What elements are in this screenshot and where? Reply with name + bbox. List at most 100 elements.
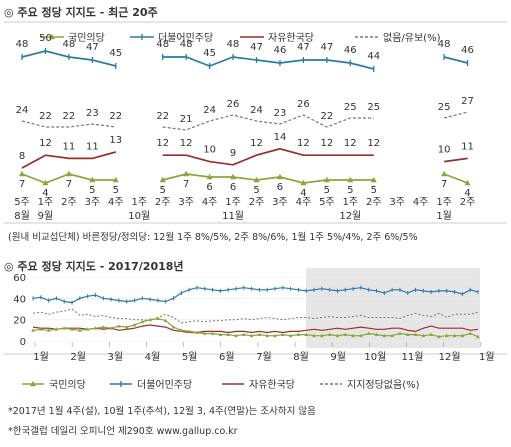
month-label-6: 7월 (256, 351, 272, 363)
data-label-liberty-1: 12 (39, 138, 52, 149)
month-label-9: 10월 (364, 351, 386, 363)
y-tick-20: 20 (13, 316, 26, 327)
point-kookmin-52 (437, 334, 441, 339)
data-label-none-0: 24 (16, 105, 29, 116)
data-label-minju-14: 46 (344, 45, 357, 56)
data-label-liberty-3: 11 (86, 141, 99, 152)
data-label-minju-10: 47 (250, 42, 263, 53)
point-kookmin-10 (109, 326, 113, 330)
tick-week-15: 2주 (366, 197, 382, 208)
point-kookmin-29 (257, 332, 262, 336)
tick-week-7: 3주 (178, 197, 194, 208)
point-kookmin-42 (359, 333, 363, 338)
top-chart-note: (원내 비교섭단체) 바른정당/정의당: 12월 1주 8%/5%, 2주 8%… (8, 232, 418, 243)
tick-week-1: 1주 (38, 197, 54, 208)
data-label-none-13: 22 (320, 111, 333, 122)
point-kookmin-19 (464, 179, 471, 186)
bottom-chart-title: ◎ 주요 정당 지지도 - 2017/2018년 (4, 260, 184, 273)
tick-week-12: 4주 (296, 197, 312, 208)
point-kookmin-3 (89, 176, 96, 183)
tick-week-2: 2주 (61, 197, 77, 208)
legend2-label-kookmin: 국민의당 (49, 379, 86, 391)
series-line-minju-1 (162, 56, 375, 70)
tick-week-3: 3주 (85, 197, 101, 208)
data-label-kookmin-11: 6 (277, 182, 283, 193)
point-kookmin-20 (187, 329, 191, 333)
point-kookmin-24 (218, 332, 223, 336)
footnote-1: *2017년 1월 4주(설), 10월 1주(추석), 12월 3, 4주(연… (8, 406, 316, 417)
data-label-minju-12: 47 (297, 42, 310, 53)
legend2-marker-kookmin (30, 380, 36, 387)
point-kookmin-35 (304, 332, 309, 336)
data-label-none-3: 23 (86, 108, 99, 119)
point-kookmin-33 (288, 333, 293, 338)
data-label-liberty-8: 10 (203, 145, 216, 156)
data-label-kookmin-14: 5 (347, 185, 353, 196)
series-line-liberty (32, 324, 479, 334)
point-kookmin-34 (296, 332, 301, 336)
series-line-kookmin (32, 317, 479, 338)
data-label-kookmin-2: 7 (66, 179, 72, 190)
legend-marker-kookmin (49, 33, 55, 40)
data-label-none-4: 22 (109, 111, 122, 122)
point-kookmin-17 (163, 318, 168, 323)
month-label-12: 1월 (479, 351, 495, 363)
point-kookmin-21 (195, 330, 199, 334)
point-kookmin-14 (347, 176, 354, 183)
data-label-kookmin-12: 4 (300, 188, 306, 199)
recent-period-shade (306, 268, 480, 348)
point-kookmin-32 (281, 332, 285, 336)
data-label-none-19: 27 (461, 96, 474, 107)
data-label-none-8: 24 (203, 105, 216, 116)
data-label-none-15: 25 (367, 102, 380, 113)
point-kookmin-36 (312, 333, 316, 338)
data-label-minju-19: 46 (461, 45, 474, 56)
data-label-liberty-4: 13 (109, 135, 122, 146)
point-kookmin-1 (42, 179, 49, 186)
data-label-minju-11: 46 (274, 45, 287, 56)
data-label-none-10: 24 (250, 105, 263, 116)
point-kookmin-27 (241, 332, 246, 336)
data-label-liberty-12: 12 (297, 138, 310, 149)
point-kookmin-51 (429, 332, 433, 336)
data-label-minju-2: 48 (63, 39, 76, 50)
point-kookmin-13 (132, 323, 137, 327)
footnote-2: *한국갤럽 데일리 오피니언 제290호 www.gallup.co.kr (8, 426, 238, 437)
point-kookmin-6 (78, 328, 82, 332)
tick-week-18: 1주 (436, 197, 452, 208)
point-kookmin-7 (183, 170, 190, 177)
data-label-kookmin-0: 7 (19, 179, 25, 190)
point-kookmin-50 (421, 333, 426, 338)
data-label-kookmin-19: 4 (464, 188, 470, 199)
point-kookmin-54 (452, 333, 457, 338)
point-kookmin-11 (276, 173, 283, 180)
tick-week-0: 5주 (14, 197, 30, 208)
data-label-none-9: 26 (227, 99, 240, 110)
point-kookmin-39 (335, 333, 340, 338)
data-label-kookmin-18: 7 (441, 179, 447, 190)
point-kookmin-18 (171, 325, 176, 329)
point-kookmin-31 (273, 333, 277, 338)
data-label-liberty-6: 12 (156, 138, 169, 149)
point-kookmin-44 (374, 332, 379, 336)
tick-week-5: 1주 (131, 197, 147, 208)
legend-label-kookmin: 국민의당 (68, 32, 105, 44)
point-kookmin-18 (441, 170, 448, 177)
point-kookmin-47 (398, 331, 402, 335)
month-label-2: 3월 (108, 351, 124, 363)
data-label-none-6: 22 (156, 111, 169, 122)
tick-week-17: 4주 (413, 197, 429, 208)
point-kookmin-25 (226, 332, 230, 336)
point-kookmin-11 (117, 324, 121, 328)
point-kookmin-57 (476, 334, 480, 339)
point-kookmin-4 (112, 176, 119, 183)
tick-week-6: 2주 (155, 197, 171, 208)
point-kookmin-48 (405, 332, 410, 336)
data-label-minju-6: 48 (156, 39, 169, 50)
data-label-liberty-9: 9 (230, 148, 236, 159)
tick-month-0: 8월 (14, 210, 30, 222)
point-kookmin-26 (234, 333, 238, 338)
point-kookmin-8 (206, 173, 213, 180)
tick-week-8: 4주 (202, 197, 218, 208)
